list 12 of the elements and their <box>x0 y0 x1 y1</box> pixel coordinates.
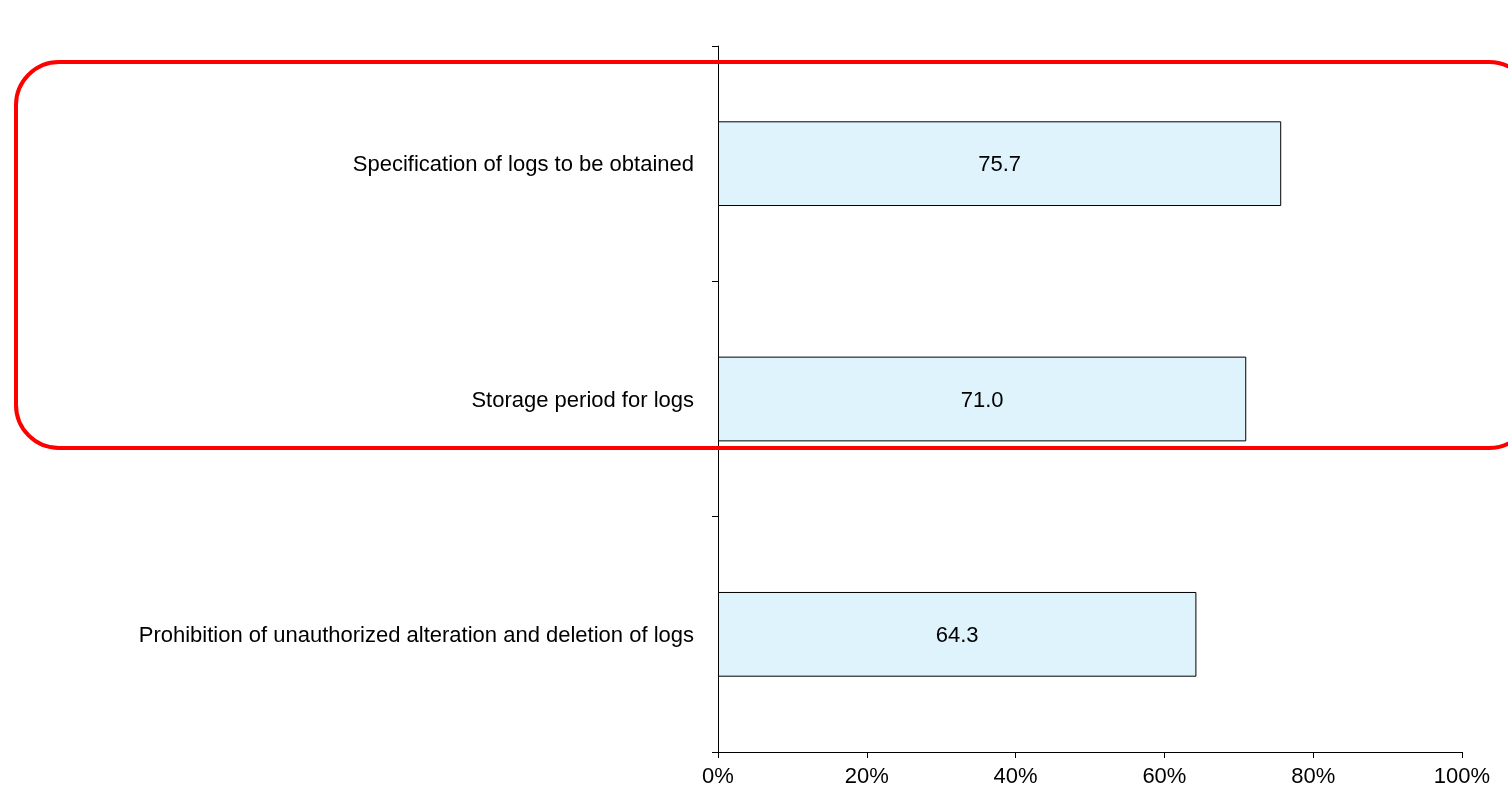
x-tick-label: 80% <box>1291 762 1336 788</box>
x-tick-label: 40% <box>993 762 1038 788</box>
data-label: 71.0 <box>960 386 1004 412</box>
y-tick-label: Specification of logs to be obtained <box>352 151 694 177</box>
x-tick-label: 0% <box>702 762 734 788</box>
y-tick-label: Storage period for logs <box>471 386 694 412</box>
x-tick-label: 60% <box>1142 762 1187 788</box>
data-label: 64.3 <box>935 621 979 647</box>
x-tick-label: 100% <box>1433 762 1491 788</box>
x-tick-label: 20% <box>844 762 889 788</box>
y-tick-label: Prohibition of unauthorized alteration and deletion of logs <box>138 621 694 647</box>
data-label: 75.7 <box>978 151 1022 177</box>
